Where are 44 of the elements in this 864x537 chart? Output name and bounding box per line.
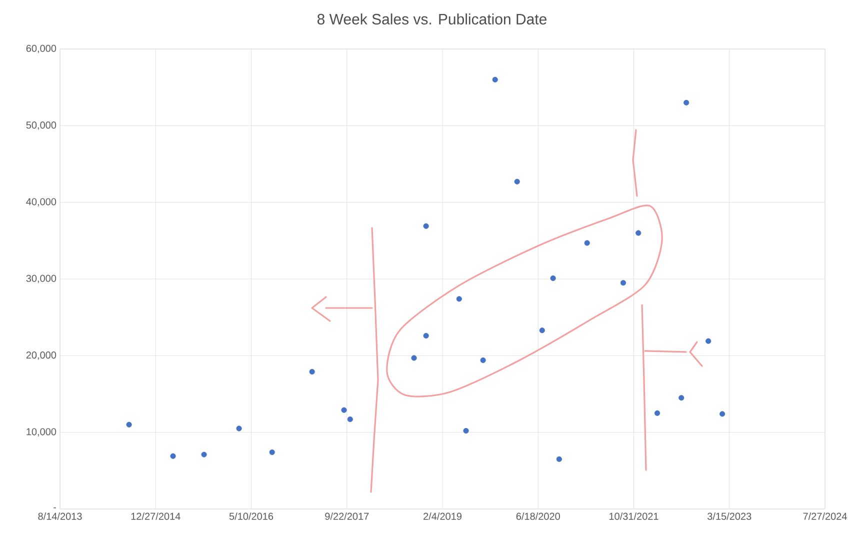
point: [341, 407, 347, 413]
x-tick-label: 9/22/2017: [325, 512, 369, 520]
y-tick-label: 10,000: [26, 428, 56, 436]
y-tick-label: 60,000: [26, 44, 56, 54]
point: [423, 332, 429, 339]
point: [126, 422, 132, 428]
y-tick-label: 40,000: [26, 198, 56, 206]
point: [514, 178, 520, 184]
x-tick-label: 10/31/2021: [609, 512, 658, 520]
point: [236, 426, 242, 432]
point: [201, 452, 207, 458]
point: [678, 395, 684, 401]
point: [463, 428, 469, 434]
point: [556, 456, 562, 462]
point: [347, 416, 353, 422]
point: [706, 338, 712, 344]
x-tick-label: 7/27/2024: [803, 512, 847, 520]
point: [269, 449, 275, 456]
point: [456, 296, 462, 302]
point: [550, 275, 556, 282]
point: [654, 410, 660, 416]
y-tick-label: -: [54, 507, 56, 508]
y-tick-label: 50,000: [26, 122, 56, 130]
chart-title: 8 Week Sales vs. Publication Date: [317, 13, 546, 24]
x-tick-label: 2/4/2019: [424, 512, 462, 520]
x-tick-label: 8/14/2013: [38, 512, 82, 520]
point: [539, 328, 545, 334]
y-tick-label: 30,000: [26, 274, 56, 284]
x-tick-label: 12/27/2014: [131, 512, 180, 520]
point: [170, 453, 176, 459]
x-tick-label: 5/10/2016: [229, 512, 274, 520]
point: [411, 355, 417, 361]
point: [636, 230, 642, 236]
point: [480, 357, 486, 364]
y-tick-label: 20,000: [26, 352, 56, 360]
point: [684, 100, 690, 106]
x-tick-label: 3/15/2023: [708, 512, 752, 520]
point: [492, 76, 498, 82]
point: [720, 411, 726, 417]
x-tick-label: 6/18/2020: [516, 512, 560, 520]
point: [584, 240, 590, 246]
point: [309, 368, 315, 375]
point: [620, 280, 626, 286]
point: [423, 223, 429, 229]
